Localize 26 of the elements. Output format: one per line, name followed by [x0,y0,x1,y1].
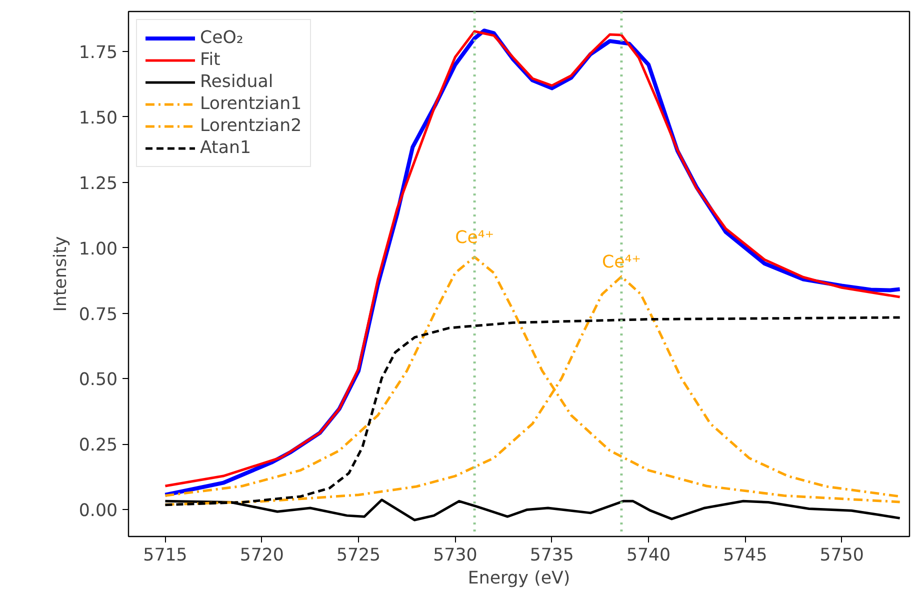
y-tick-label: 0.75 [78,304,118,325]
legend-label: CeO₂ [200,28,244,48]
x-tick-label: 5720 [240,546,284,566]
annotation: Ce⁴⁺ [602,252,641,273]
legend-label: Fit [200,50,220,70]
x-tick-label: 5730 [433,546,478,566]
x-tick-label: 5740 [626,546,671,566]
annotation: Ce⁴⁺ [455,228,494,248]
y-axis-title: Intensity [50,236,71,312]
y-tick-label: 0.25 [78,436,118,456]
y-tick-label: 1.25 [78,174,118,194]
x-tick-label: 5735 [530,546,574,566]
x-tick-label: 5750 [820,546,864,566]
y-tick-label: 1.50 [78,108,118,128]
legend-label: Residual [200,72,274,92]
y-tick-label: 1.00 [78,239,118,260]
y-tick-label: 0.50 [78,370,118,390]
legend-label: Lorentzian2 [200,116,302,136]
y-tick-label: 0.00 [78,501,118,522]
y-tick-label: 1.75 [78,43,118,64]
legend-label: Atan1 [200,138,251,158]
x-tick-label: 5715 [143,546,188,566]
legend-label: Lorentzian1 [200,94,302,114]
x-tick-label: 5725 [336,546,381,566]
x-tick-label: 5745 [723,546,768,566]
x-axis-title: Energy (eV) [468,568,570,588]
